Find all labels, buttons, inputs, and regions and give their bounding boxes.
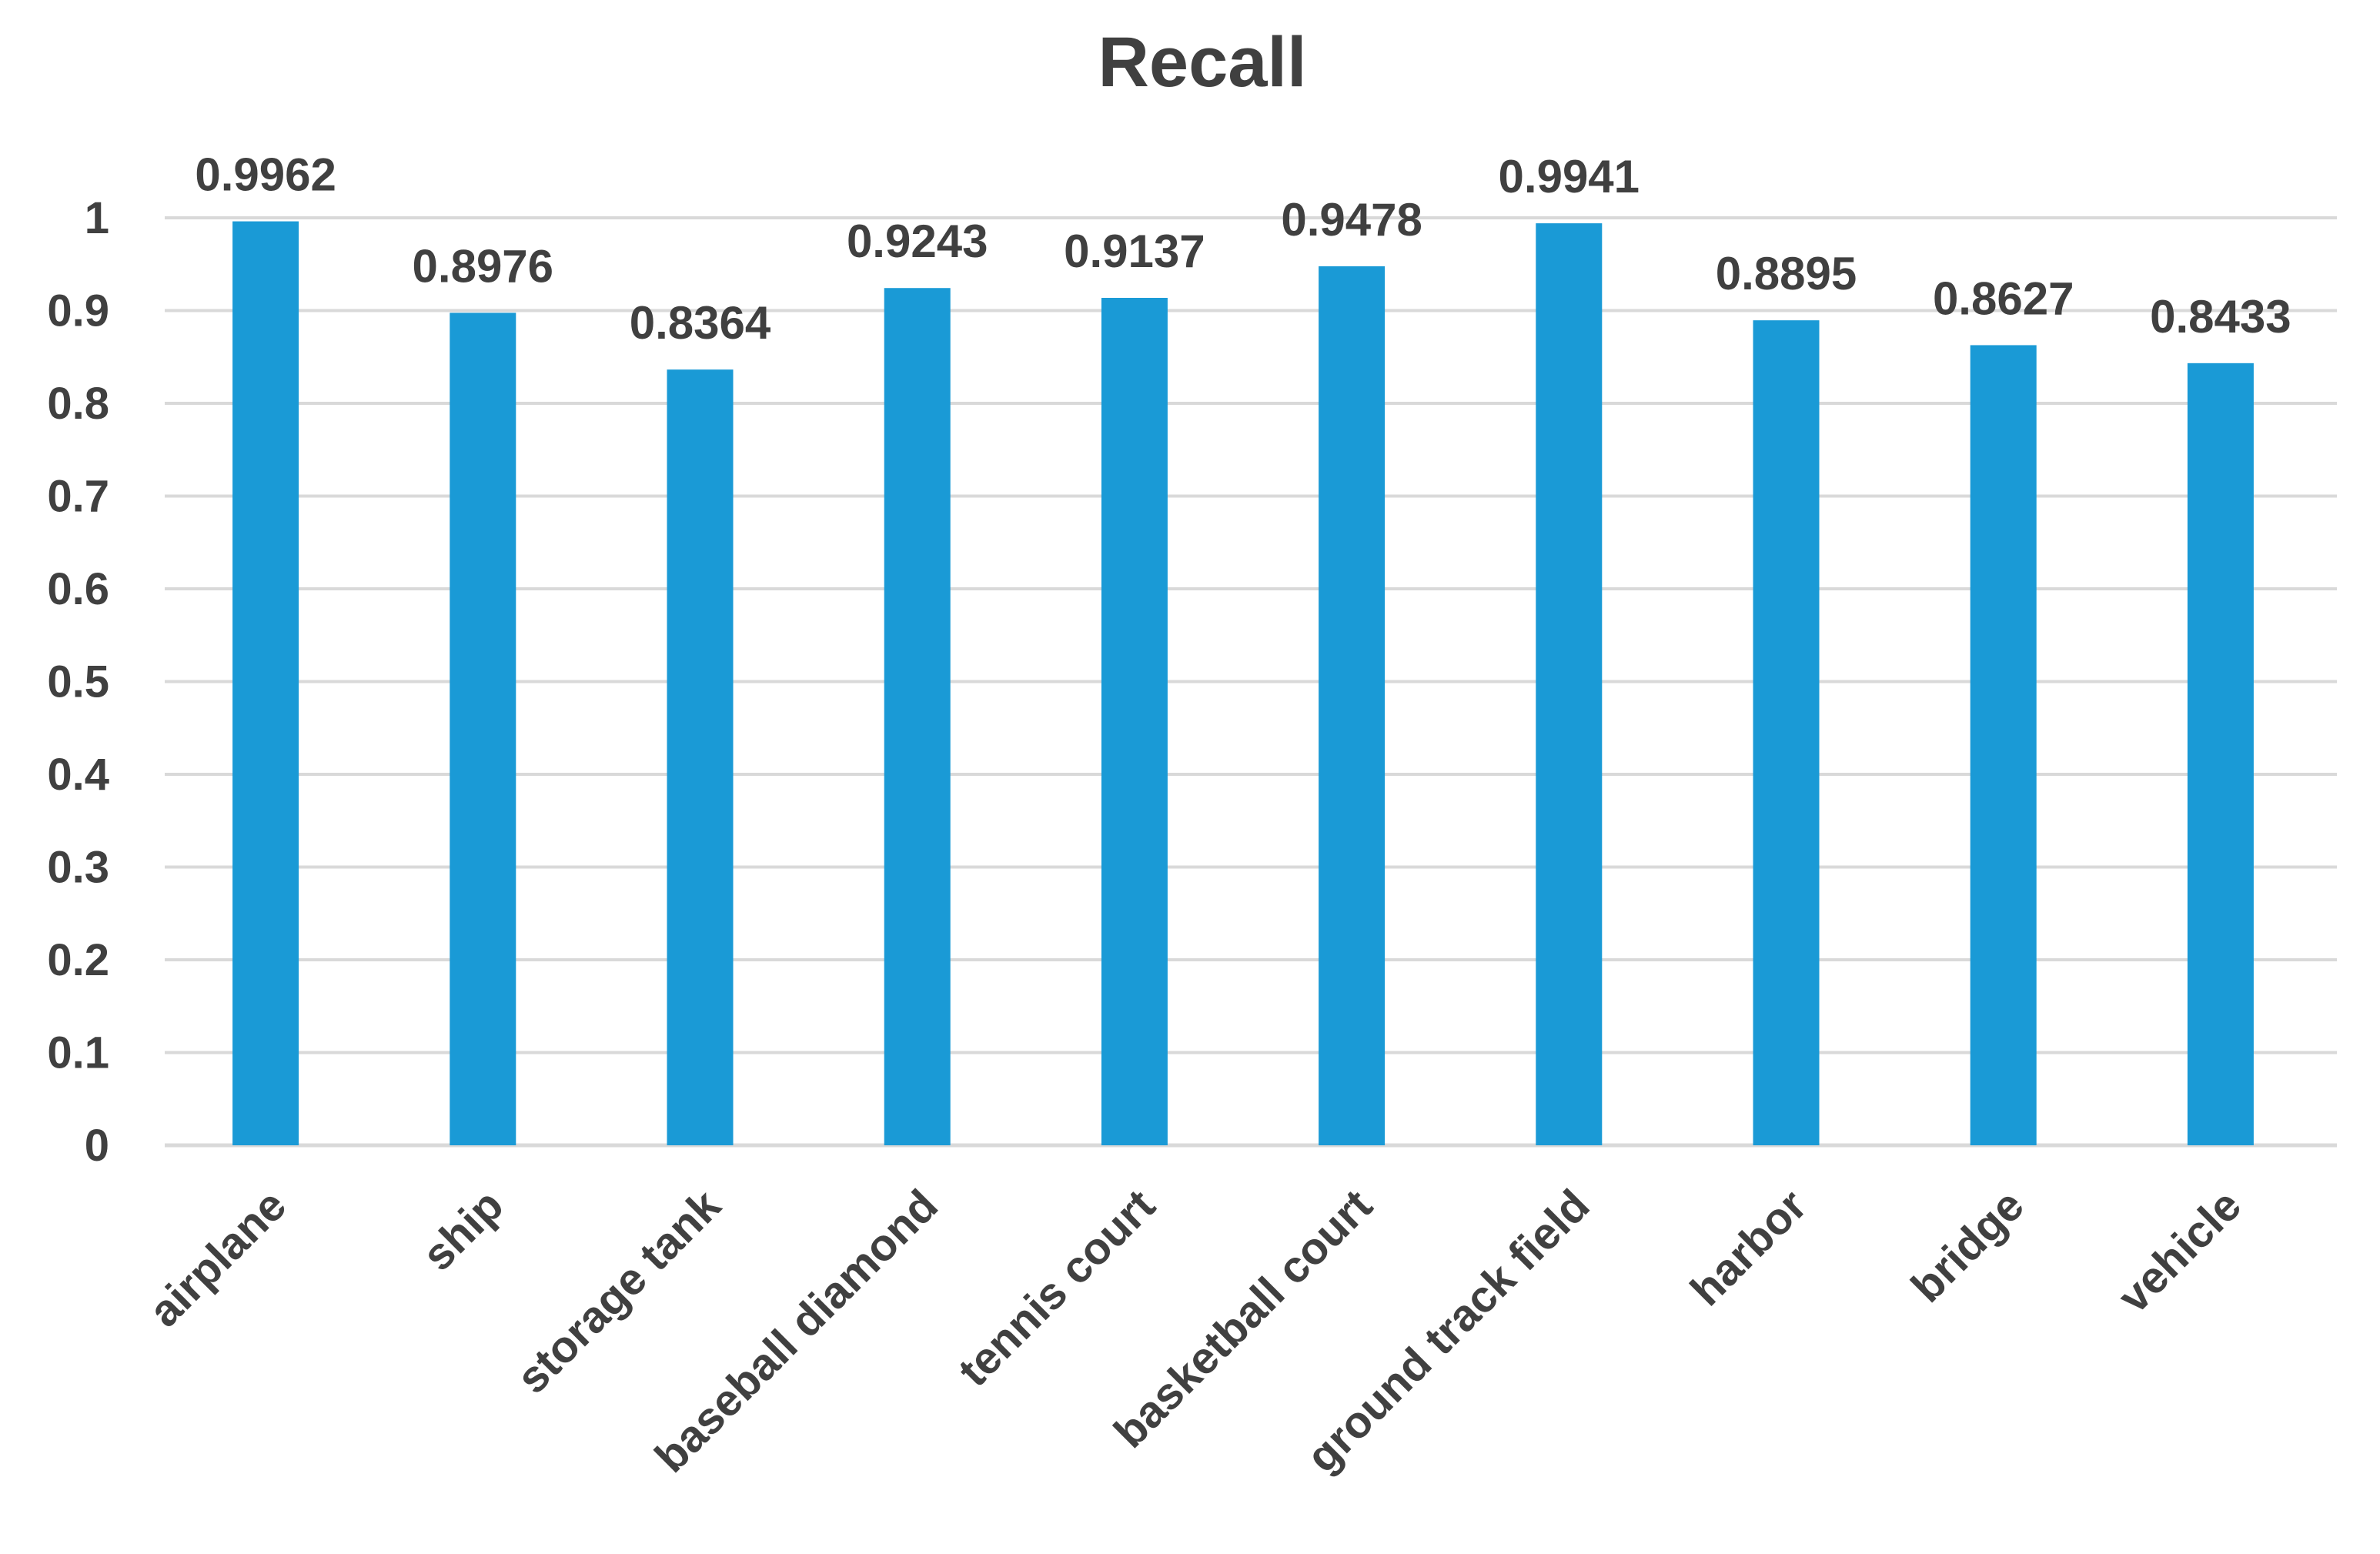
data-label: 0.9243 — [847, 216, 988, 267]
category-label: storage tank — [507, 1180, 730, 1403]
data-label: 0.9478 — [1281, 194, 1422, 246]
y-tick-label: 0.2 — [47, 935, 109, 985]
bar-bridge — [1970, 345, 2037, 1145]
y-tick-label: 0.4 — [47, 750, 109, 800]
data-label: 0.8895 — [1716, 248, 1857, 299]
bar-baseball-diamond — [884, 288, 951, 1145]
bar-tennis-court — [1101, 297, 1168, 1146]
bar-ship — [450, 312, 516, 1146]
y-tick-label: 0.1 — [47, 1028, 109, 1078]
y-tick-label: 1 — [85, 193, 109, 243]
chart-title: Recall — [1098, 23, 1306, 102]
gridlines — [165, 216, 2337, 1148]
data-label: 0.8433 — [2150, 291, 2291, 343]
y-tick-label: 0 — [85, 1121, 109, 1171]
category-label: vehicle — [2108, 1180, 2251, 1322]
y-axis-tick-labels: 0 0.1 0.2 0.3 0.4 0.5 0.6 0.7 0.8 0.9 1 — [47, 193, 109, 1171]
y-tick-label: 0.9 — [47, 286, 109, 336]
y-tick-label: 0.7 — [47, 472, 109, 522]
y-tick-label: 0.3 — [47, 843, 109, 893]
bar-storage-tank — [667, 369, 734, 1145]
category-label: bridge — [1902, 1180, 2034, 1312]
y-tick-label: 0.8 — [47, 379, 109, 429]
bars — [232, 221, 2254, 1146]
category-label: harbor — [1681, 1180, 1817, 1315]
data-label: 0.9941 — [1499, 151, 1640, 202]
y-tick-label: 0.6 — [47, 564, 109, 614]
category-label: ship — [413, 1180, 513, 1280]
data-labels: 0.9962 0.8976 0.8364 0.9243 0.9137 0.9478 0.99… — [195, 149, 2291, 349]
data-label: 0.8364 — [630, 297, 771, 349]
y-tick-label: 0.5 — [47, 657, 109, 707]
data-label: 0.9962 — [195, 149, 336, 201]
category-label: airplane — [139, 1180, 296, 1336]
bar-basketball-court — [1319, 266, 1386, 1145]
data-label: 0.8627 — [1933, 272, 2074, 324]
bar-harbor — [1753, 320, 1820, 1146]
bar-vehicle — [2187, 363, 2254, 1145]
bar-ground-track-field — [1536, 223, 1603, 1145]
data-label: 0.9137 — [1064, 226, 1205, 277]
data-label: 0.8976 — [413, 240, 554, 292]
bar-airplane — [232, 221, 299, 1146]
category-label: tennis court — [948, 1180, 1165, 1396]
